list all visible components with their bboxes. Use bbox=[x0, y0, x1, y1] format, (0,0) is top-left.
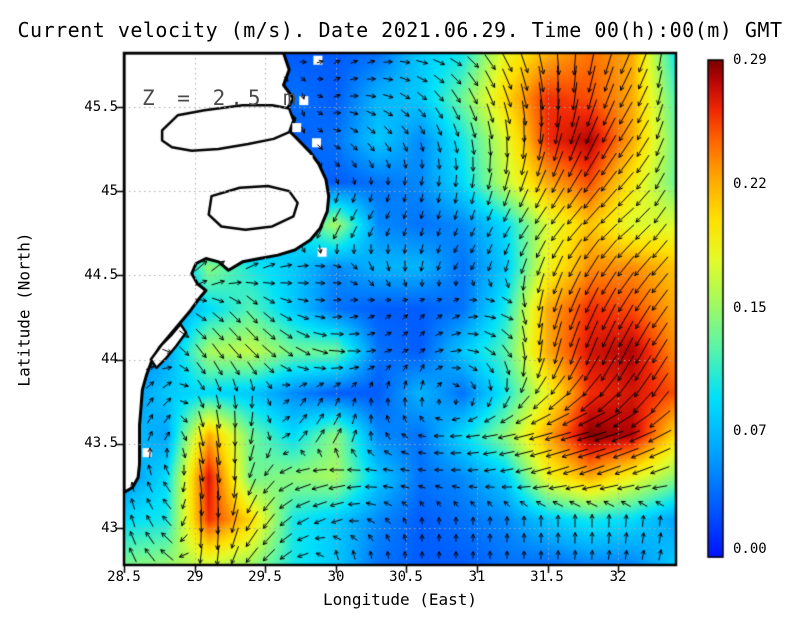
colorbar-tick-label: 0.22 bbox=[733, 176, 767, 192]
colorbar-tick-label: 0.15 bbox=[733, 300, 767, 316]
x-axis-title: Longitude (East) bbox=[322, 590, 478, 609]
x-tick-label: 29 bbox=[186, 569, 204, 585]
depth-annotation: Z = 2.5 m bbox=[142, 86, 301, 110]
x-tick-label: 30 bbox=[327, 569, 345, 585]
x-tick-label: 28.5 bbox=[107, 569, 141, 585]
y-tick-label: 45 bbox=[101, 183, 118, 199]
y-tick-label: 43.5 bbox=[84, 435, 118, 451]
x-tick-label: 30.5 bbox=[389, 569, 423, 585]
y-tick-label: 45.5 bbox=[84, 99, 118, 115]
colorbar-tick-label: 0.00 bbox=[733, 541, 767, 557]
x-tick-label: 31 bbox=[468, 569, 486, 585]
x-tick-label: 29.5 bbox=[248, 569, 282, 585]
y-tick-label: 44 bbox=[101, 351, 118, 367]
x-tick-label: 32 bbox=[609, 569, 627, 585]
y-tick-label: 44.5 bbox=[84, 267, 118, 283]
colorbar-tick-label: 0.29 bbox=[733, 52, 767, 68]
y-axis-title: Latitude (North) bbox=[14, 232, 34, 387]
chart-title: Current velocity (m/s). Date 2021.06.29.… bbox=[17, 18, 783, 42]
colorbar-tick-label: 0.07 bbox=[733, 423, 767, 439]
y-tick-label: 43 bbox=[101, 520, 118, 536]
x-tick-label: 31.5 bbox=[530, 569, 564, 585]
